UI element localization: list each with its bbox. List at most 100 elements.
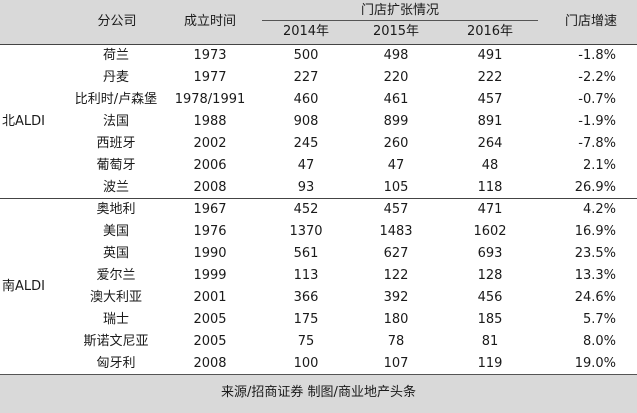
table-row: 西班牙 2002 245 260 264 -7.8% (0, 133, 637, 155)
cell-2016: 118 (477, 180, 503, 195)
cell-2014: 175 (293, 312, 319, 327)
cell-growth: 26.9% (574, 180, 616, 195)
cell-2015: 899 (383, 114, 409, 129)
table-row: 英国 1990 561 627 693 23.5% (0, 243, 637, 265)
cell-branch: 丹麦 (102, 70, 129, 85)
cell-branch: 爱尔兰 (96, 268, 136, 283)
group-north-rows: 荷兰 1973 500 498 491 -1.8% 丹麦 1977 227 22… (0, 45, 637, 199)
cell-founded: 2005 (193, 334, 227, 349)
table-row: 爱尔兰 1999 113 122 128 13.3% (0, 265, 637, 287)
cell-founded: 1988 (193, 114, 227, 129)
cell-founded: 2001 (193, 290, 227, 305)
cell-2014: 366 (293, 290, 319, 305)
footer-divider (0, 374, 637, 375)
cell-growth: -7.8% (578, 136, 616, 151)
cell-founded: 1999 (193, 268, 227, 283)
cell-growth: 5.7% (582, 312, 616, 327)
cell-2016: 693 (477, 246, 503, 261)
table-row: 荷兰 1973 500 498 491 -1.8% (0, 45, 637, 67)
cell-branch: 比利时/卢森堡 (74, 92, 158, 107)
header-year-2014: 2014年 (282, 24, 330, 39)
cell-growth: 13.3% (574, 268, 616, 283)
table-row: 匈牙利 2008 100 107 119 19.0% (0, 353, 637, 375)
cell-2016: 891 (477, 114, 503, 129)
cell-founded: 1973 (193, 48, 227, 63)
cell-branch: 葡萄牙 (96, 158, 136, 173)
cell-2014: 93 (297, 180, 315, 195)
cell-2016: 119 (477, 356, 503, 371)
cell-2015: 105 (383, 180, 409, 195)
cell-2016: 491 (477, 48, 503, 63)
cell-branch: 法国 (102, 114, 129, 129)
cell-growth: 16.9% (574, 224, 616, 239)
cell-2015: 122 (383, 268, 409, 283)
cell-branch: 波兰 (102, 180, 129, 195)
cell-2014: 561 (293, 246, 319, 261)
cell-2015: 78 (387, 334, 405, 349)
cell-2014: 75 (297, 334, 315, 349)
cell-founded: 2005 (193, 312, 227, 327)
cell-founded: 1990 (193, 246, 227, 261)
cell-growth: 2.1% (582, 158, 616, 173)
cell-founded: 1978/1991 (174, 92, 246, 107)
cell-branch: 匈牙利 (96, 356, 136, 371)
cell-branch: 斯诺文尼亚 (83, 334, 149, 349)
source-note: 来源/招商证券 制图/商业地产头条 (221, 385, 416, 400)
header-expansion: 门店扩张情况 (360, 3, 439, 18)
cell-2015: 457 (383, 202, 409, 217)
cell-branch: 奥地利 (96, 202, 136, 217)
cell-2016: 457 (477, 92, 503, 107)
cell-branch: 美国 (102, 224, 129, 239)
cell-2016: 128 (477, 268, 503, 283)
cell-2015: 107 (383, 356, 409, 371)
group-label-south: 南ALDI (2, 279, 45, 294)
cell-branch: 澳大利亚 (89, 290, 142, 305)
group-south-rows: 奥地利 1967 452 457 471 4.2% 美国 1976 1370 1… (0, 199, 637, 375)
table-row: 斯诺文尼亚 2005 75 78 81 8.0% (0, 331, 637, 353)
cell-branch: 英国 (102, 246, 129, 261)
cell-growth: 19.0% (574, 356, 616, 371)
table-row: 美国 1976 1370 1483 1602 16.9% (0, 221, 637, 243)
header-growth: 门店增速 (564, 14, 617, 29)
cell-2015: 47 (387, 158, 405, 173)
cell-2015: 461 (383, 92, 409, 107)
cell-2015: 260 (383, 136, 409, 151)
table-row: 瑞士 2005 175 180 185 5.7% (0, 309, 637, 331)
cell-founded: 1976 (193, 224, 227, 239)
cell-founded: 2008 (193, 356, 227, 371)
table-header: 分公司 成立时间 门店扩张情况 2014年 2015年 2016年 门店增速 (0, 0, 637, 44)
cell-founded: 1967 (193, 202, 227, 217)
cell-founded: 2006 (193, 158, 227, 173)
cell-2016: 264 (477, 136, 503, 151)
cell-2014: 1370 (289, 224, 323, 239)
cell-2014: 47 (297, 158, 315, 173)
cell-growth: -1.9% (578, 114, 616, 129)
table-row: 奥地利 1967 452 457 471 4.2% (0, 199, 637, 221)
cell-growth: -0.7% (578, 92, 616, 107)
cell-2014: 245 (293, 136, 319, 151)
header-year-2015: 2015年 (372, 24, 420, 39)
header-founded: 成立时间 (183, 14, 236, 29)
cell-growth: -1.8% (578, 48, 616, 63)
cell-2015: 498 (383, 48, 409, 63)
cell-2016: 1602 (473, 224, 507, 239)
cell-2014: 227 (293, 70, 319, 85)
cell-2014: 908 (293, 114, 319, 129)
cell-2015: 627 (383, 246, 409, 261)
group-divider (0, 198, 637, 199)
cell-branch: 瑞士 (102, 312, 129, 327)
table-row: 葡萄牙 2006 47 47 48 2.1% (0, 155, 637, 177)
table-divider (0, 44, 637, 45)
cell-growth: 24.6% (574, 290, 616, 305)
cell-2015: 220 (383, 70, 409, 85)
cell-growth: 4.2% (582, 202, 616, 217)
cell-2016: 456 (477, 290, 503, 305)
table-row: 澳大利亚 2001 366 392 456 24.6% (0, 287, 637, 309)
cell-2014: 452 (293, 202, 319, 217)
table-row: 法国 1988 908 899 891 -1.9% (0, 111, 637, 133)
cell-2016: 185 (477, 312, 503, 327)
cell-2016: 222 (477, 70, 503, 85)
cell-2015: 180 (383, 312, 409, 327)
cell-growth: 8.0% (582, 334, 616, 349)
